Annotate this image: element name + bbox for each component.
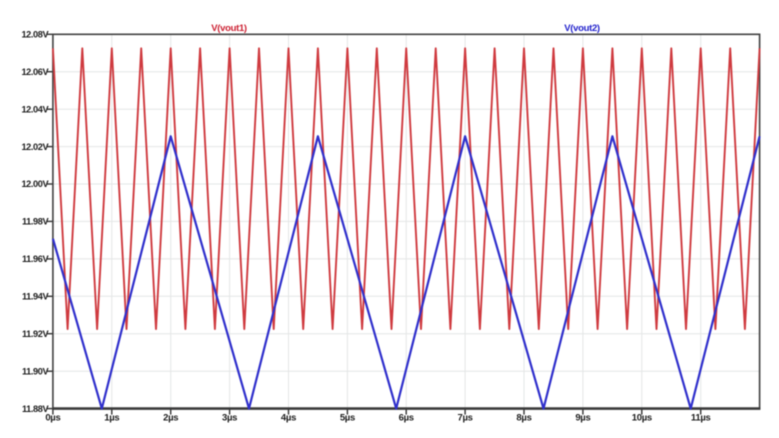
svg-text:11.90V: 11.90V [22,366,49,376]
svg-text:0µs: 0µs [45,413,60,424]
svg-text:11.88V: 11.88V [22,404,49,414]
svg-text:5µs: 5µs [340,413,355,424]
svg-text:10µs: 10µs [632,413,652,424]
svg-text:12.02V: 12.02V [21,142,49,152]
svg-text:12.06V: 12.06V [21,67,49,77]
svg-text:11.92V: 11.92V [22,329,49,339]
svg-text:12.00V: 12.00V [21,179,49,189]
svg-text:2µs: 2µs [163,413,178,424]
svg-text:V(vout2): V(vout2) [564,23,600,34]
svg-text:9µs: 9µs [575,413,590,424]
svg-text:11.98V: 11.98V [22,217,49,227]
svg-text:11µs: 11µs [691,413,711,424]
svg-text:11.96V: 11.96V [22,254,49,264]
svg-text:6µs: 6µs [399,413,414,424]
svg-text:7µs: 7µs [458,413,473,424]
svg-text:V(vout1): V(vout1) [211,23,247,34]
svg-text:12.04V: 12.04V [21,104,49,114]
svg-text:3µs: 3µs [222,413,237,424]
svg-text:1µs: 1µs [104,413,119,424]
svg-text:12.08V: 12.08V [21,30,49,40]
svg-text:11.94V: 11.94V [22,292,49,302]
svg-text:8µs: 8µs [516,413,531,424]
svg-text:4µs: 4µs [281,413,296,424]
